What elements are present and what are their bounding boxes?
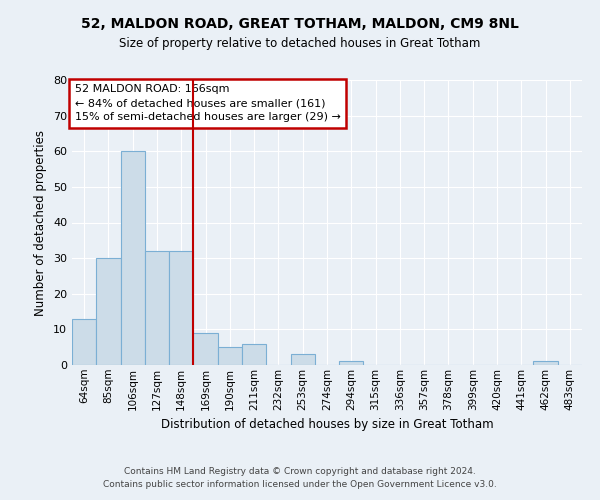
Text: 52 MALDON ROAD: 166sqm
← 84% of detached houses are smaller (161)
15% of semi-de: 52 MALDON ROAD: 166sqm ← 84% of detached… — [74, 84, 340, 122]
Text: Contains HM Land Registry data © Crown copyright and database right 2024.
Contai: Contains HM Land Registry data © Crown c… — [103, 468, 497, 489]
Bar — [242, 344, 266, 365]
Text: 52, MALDON ROAD, GREAT TOTHAM, MALDON, CM9 8NL: 52, MALDON ROAD, GREAT TOTHAM, MALDON, C… — [81, 18, 519, 32]
Text: Size of property relative to detached houses in Great Totham: Size of property relative to detached ho… — [119, 38, 481, 51]
Bar — [96, 258, 121, 365]
Bar — [218, 347, 242, 365]
Bar — [169, 251, 193, 365]
Bar — [72, 318, 96, 365]
Bar — [339, 362, 364, 365]
Y-axis label: Number of detached properties: Number of detached properties — [34, 130, 47, 316]
X-axis label: Distribution of detached houses by size in Great Totham: Distribution of detached houses by size … — [161, 418, 493, 431]
Bar — [121, 151, 145, 365]
Bar — [533, 362, 558, 365]
Bar — [193, 333, 218, 365]
Bar — [290, 354, 315, 365]
Bar — [145, 251, 169, 365]
